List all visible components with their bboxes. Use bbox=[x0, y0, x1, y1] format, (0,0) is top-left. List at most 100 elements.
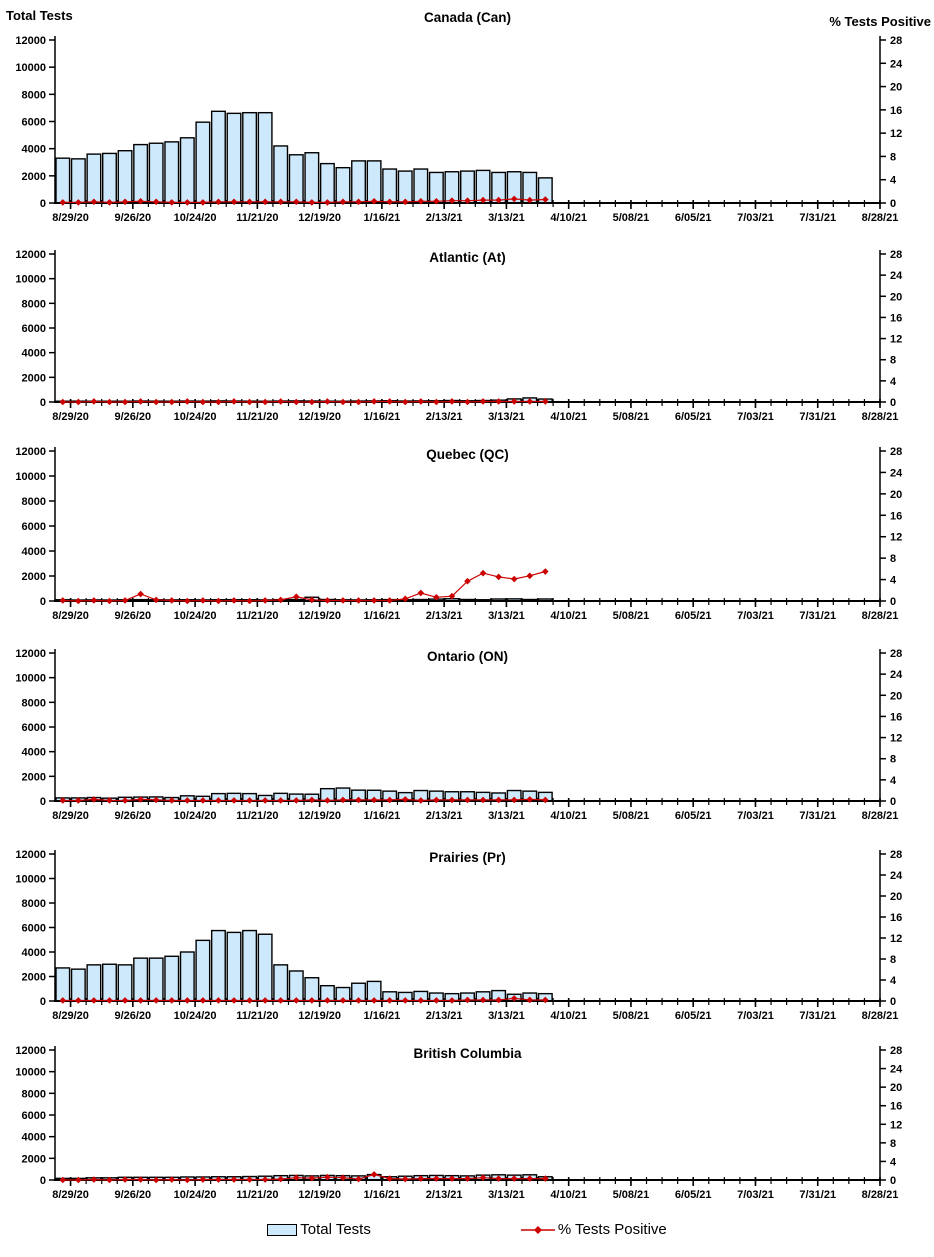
svg-text:3/13/21: 3/13/21 bbox=[488, 411, 525, 423]
svg-text:3/13/21: 3/13/21 bbox=[488, 810, 525, 822]
svg-text:8/29/20: 8/29/20 bbox=[52, 1189, 89, 1201]
svg-text:7/03/21: 7/03/21 bbox=[737, 1010, 774, 1022]
svg-text:0: 0 bbox=[890, 397, 896, 409]
pct-positive-line bbox=[59, 195, 549, 206]
axes: 0 2000 4000 6000 8000 10000 12000 0 4 8 12 16 20 24 28… bbox=[15, 249, 903, 423]
svg-text:8: 8 bbox=[890, 355, 896, 367]
svg-text:3/13/21: 3/13/21 bbox=[488, 1010, 525, 1022]
pct-positive-line bbox=[59, 398, 549, 406]
svg-text:10/24/20: 10/24/20 bbox=[174, 1010, 217, 1022]
svg-text:6/05/21: 6/05/21 bbox=[675, 1189, 712, 1201]
svg-text:9/26/20: 9/26/20 bbox=[114, 212, 151, 224]
svg-text:8000: 8000 bbox=[22, 496, 46, 508]
panel-title-ontario: Ontario (ON) bbox=[427, 649, 508, 664]
svg-text:6/05/21: 6/05/21 bbox=[675, 411, 712, 423]
svg-text:12000: 12000 bbox=[15, 849, 46, 861]
svg-text:0: 0 bbox=[890, 1175, 896, 1187]
svg-text:6000: 6000 bbox=[22, 323, 46, 335]
svg-text:3/13/21: 3/13/21 bbox=[488, 212, 525, 224]
svg-text:20: 20 bbox=[890, 891, 902, 903]
svg-text:8: 8 bbox=[890, 553, 896, 565]
svg-text:12/19/20: 12/19/20 bbox=[298, 1189, 341, 1201]
svg-text:4/10/21: 4/10/21 bbox=[550, 1010, 587, 1022]
svg-text:24: 24 bbox=[890, 467, 903, 479]
svg-text:1/16/21: 1/16/21 bbox=[364, 212, 401, 224]
svg-text:1/16/21: 1/16/21 bbox=[364, 610, 401, 622]
svg-text:3/13/21: 3/13/21 bbox=[488, 1189, 525, 1201]
svg-text:7/31/21: 7/31/21 bbox=[799, 610, 836, 622]
svg-text:8/29/20: 8/29/20 bbox=[52, 610, 89, 622]
svg-text:8000: 8000 bbox=[22, 298, 46, 310]
panel-title-bc: British Columbia bbox=[413, 1046, 522, 1061]
svg-text:11/21/20: 11/21/20 bbox=[236, 610, 278, 622]
svg-text:7/31/21: 7/31/21 bbox=[799, 411, 836, 423]
svg-text:8000: 8000 bbox=[22, 1088, 46, 1100]
svg-text:6000: 6000 bbox=[22, 117, 46, 129]
svg-text:10/24/20: 10/24/20 bbox=[174, 810, 217, 822]
svg-text:8/28/21: 8/28/21 bbox=[862, 411, 899, 423]
svg-text:12/19/20: 12/19/20 bbox=[298, 610, 341, 622]
svg-text:24: 24 bbox=[890, 58, 903, 70]
svg-text:12/19/20: 12/19/20 bbox=[298, 212, 341, 224]
svg-text:5/08/21: 5/08/21 bbox=[613, 1189, 650, 1201]
axes: 0 2000 4000 6000 8000 10000 12000 0 4 8 12 16 20 24 28… bbox=[15, 1045, 903, 1201]
svg-text:1/16/21: 1/16/21 bbox=[364, 1010, 401, 1022]
svg-text:7/03/21: 7/03/21 bbox=[737, 610, 774, 622]
svg-text:7/31/21: 7/31/21 bbox=[799, 810, 836, 822]
svg-text:4: 4 bbox=[890, 175, 897, 187]
panel-ontario: 0 2000 4000 6000 8000 10000 12000 0 4 8 12 16 20 24 28… bbox=[15, 648, 903, 822]
svg-text:4000: 4000 bbox=[22, 348, 46, 360]
svg-text:8/29/20: 8/29/20 bbox=[52, 810, 89, 822]
svg-text:28: 28 bbox=[890, 1045, 902, 1057]
svg-text:4000: 4000 bbox=[22, 947, 46, 959]
svg-text:0: 0 bbox=[40, 397, 46, 409]
svg-text:6000: 6000 bbox=[22, 521, 46, 533]
svg-text:24: 24 bbox=[890, 1064, 903, 1076]
svg-text:12: 12 bbox=[890, 933, 902, 945]
svg-text:3/13/21: 3/13/21 bbox=[488, 610, 525, 622]
svg-text:6000: 6000 bbox=[22, 1110, 46, 1122]
svg-text:28: 28 bbox=[890, 35, 902, 47]
legend: Total Tests % Tests Positive bbox=[0, 1221, 934, 1238]
svg-text:2000: 2000 bbox=[22, 171, 46, 183]
panel-title-canada: Canada (Can) bbox=[423, 10, 511, 25]
svg-text:8/29/20: 8/29/20 bbox=[52, 411, 89, 423]
svg-text:5/08/21: 5/08/21 bbox=[613, 411, 650, 423]
svg-text:9/26/20: 9/26/20 bbox=[114, 411, 151, 423]
svg-text:5/08/21: 5/08/21 bbox=[613, 212, 650, 224]
svg-text:12000: 12000 bbox=[15, 249, 46, 261]
svg-text:16: 16 bbox=[890, 105, 902, 117]
svg-text:11/21/20: 11/21/20 bbox=[236, 212, 278, 224]
svg-text:4: 4 bbox=[890, 1156, 897, 1168]
svg-text:8/28/21: 8/28/21 bbox=[862, 1010, 899, 1022]
svg-text:9/26/20: 9/26/20 bbox=[114, 610, 151, 622]
svg-text:0: 0 bbox=[890, 796, 896, 808]
svg-text:0: 0 bbox=[890, 996, 896, 1008]
svg-text:0: 0 bbox=[890, 198, 896, 210]
svg-text:12000: 12000 bbox=[15, 446, 46, 458]
svg-text:7/31/21: 7/31/21 bbox=[799, 1189, 836, 1201]
svg-text:4000: 4000 bbox=[22, 747, 46, 759]
svg-text:28: 28 bbox=[890, 446, 902, 458]
svg-text:0: 0 bbox=[40, 1175, 46, 1187]
svg-text:12/19/20: 12/19/20 bbox=[298, 1010, 341, 1022]
svg-text:0: 0 bbox=[40, 996, 46, 1008]
svg-text:16: 16 bbox=[890, 1101, 902, 1113]
svg-text:6/05/21: 6/05/21 bbox=[675, 1010, 712, 1022]
panel-title-atlantic: Atlantic (At) bbox=[429, 250, 506, 265]
svg-text:7/03/21: 7/03/21 bbox=[737, 810, 774, 822]
svg-text:7/03/21: 7/03/21 bbox=[737, 411, 774, 423]
svg-text:6/05/21: 6/05/21 bbox=[675, 212, 712, 224]
svg-text:20: 20 bbox=[890, 690, 902, 702]
svg-text:12000: 12000 bbox=[15, 1045, 46, 1057]
svg-text:8/28/21: 8/28/21 bbox=[862, 1189, 899, 1201]
svg-text:7/03/21: 7/03/21 bbox=[737, 212, 774, 224]
svg-text:10000: 10000 bbox=[15, 274, 46, 286]
svg-text:2/13/21: 2/13/21 bbox=[426, 212, 463, 224]
svg-text:11/21/20: 11/21/20 bbox=[236, 810, 278, 822]
svg-text:11/21/20: 11/21/20 bbox=[236, 1189, 278, 1201]
total-tests-bars bbox=[55, 929, 553, 1002]
svg-text:4/10/21: 4/10/21 bbox=[550, 610, 587, 622]
